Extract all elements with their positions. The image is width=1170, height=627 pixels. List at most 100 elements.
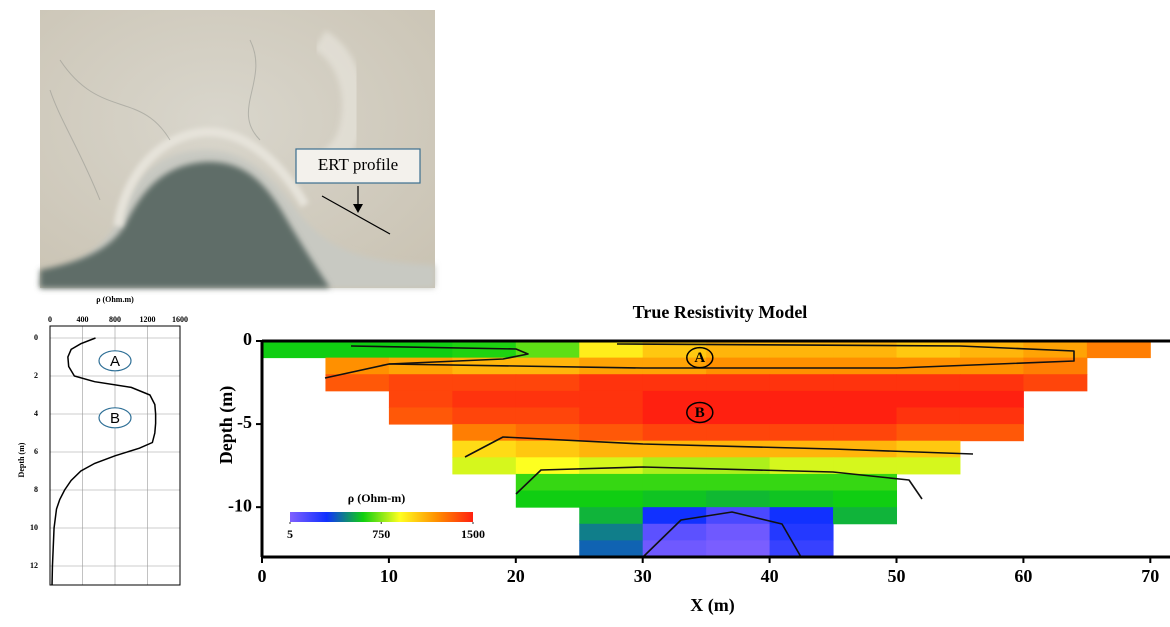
x-tick-label: 20 <box>507 566 525 586</box>
x-tick-label: 400 <box>77 315 89 324</box>
heatmap-cell <box>643 457 707 474</box>
y-tick-label: 2 <box>34 371 38 380</box>
x-tick-label: 50 <box>888 566 906 586</box>
heatmap-cell <box>579 540 643 557</box>
heatmap-cell <box>452 441 516 458</box>
heatmap-cell <box>706 491 770 508</box>
heatmap-cell <box>579 491 643 508</box>
satellite-image: ERT profile <box>40 10 435 288</box>
heatmap-cell <box>897 407 961 424</box>
heatmap-cell <box>706 358 770 375</box>
heatmap-cell <box>833 424 897 441</box>
heatmap-cell <box>960 407 1024 424</box>
heatmap-cell <box>706 441 770 458</box>
heatmap-cell <box>960 424 1024 441</box>
heatmap-cell <box>770 540 834 557</box>
heatmap-cell <box>516 374 580 391</box>
heatmap-cell <box>833 507 897 524</box>
heatmap-cell <box>706 507 770 524</box>
heatmap-cell <box>452 374 516 391</box>
heatmap-cell <box>516 407 580 424</box>
x-tick-label: 70 <box>1141 566 1159 586</box>
heatmap-cell <box>706 524 770 541</box>
annotation: B <box>695 405 705 421</box>
heatmap-cell <box>833 391 897 408</box>
x-tick-label: 0 <box>48 315 52 324</box>
heatmap-cell <box>706 474 770 491</box>
heatmap-cell <box>706 341 770 358</box>
colorbar <box>290 512 473 522</box>
y-tick-label: 12 <box>30 561 38 570</box>
heatmap-cell <box>516 441 580 458</box>
heatmap-cell <box>706 391 770 408</box>
annotation: B <box>110 410 120 427</box>
heatmap-cell <box>1087 341 1151 358</box>
x-tick-label: 1200 <box>140 315 156 324</box>
heatmap-cell <box>643 424 707 441</box>
heatmap-cell <box>833 358 897 375</box>
heatmap-cell <box>452 424 516 441</box>
y-tick-label: 4 <box>34 409 38 418</box>
y-tick-label: 6 <box>34 447 38 456</box>
heatmap-cell <box>643 374 707 391</box>
heatmap-cell <box>706 457 770 474</box>
y-tick-label: 0 <box>34 333 38 342</box>
heatmap-cell <box>833 407 897 424</box>
heatmap-cell <box>389 374 453 391</box>
heatmap-cell <box>897 374 961 391</box>
heatmap-cell <box>452 407 516 424</box>
heatmap-cell <box>770 507 834 524</box>
heatmap-cell <box>770 524 834 541</box>
heatmap-cell <box>897 424 961 441</box>
heatmap-cell <box>897 441 961 458</box>
heatmap-cell <box>643 441 707 458</box>
heatmap-cell <box>833 341 897 358</box>
y-axis-label: Depth (m) <box>216 386 237 465</box>
page: ERT profile 040080012001600024681012ρ (O… <box>0 0 1170 627</box>
heatmap-cell <box>706 424 770 441</box>
heatmap-cell <box>579 524 643 541</box>
heatmap-cell <box>579 457 643 474</box>
heatmap-cell <box>389 407 453 424</box>
heatmap-cell <box>325 374 389 391</box>
heatmap-cell <box>516 491 580 508</box>
heatmap-cell <box>579 407 643 424</box>
x-tick-label: 800 <box>109 315 121 324</box>
heatmap-cell <box>960 374 1024 391</box>
colorbar-tick-label: 750 <box>372 527 390 541</box>
heatmap-cell <box>897 341 961 358</box>
heatmap-cell <box>833 474 897 491</box>
heatmap-cell <box>706 374 770 391</box>
annotation: A <box>110 353 120 370</box>
heatmap-cell <box>579 507 643 524</box>
x-tick-label: 0 <box>258 566 267 586</box>
heatmap-cell <box>897 457 961 474</box>
heatmap-cell <box>706 540 770 557</box>
y-axis-label: Depth (m) <box>17 442 26 477</box>
heatmap-cell <box>770 341 834 358</box>
y-tick-label: 10 <box>30 523 38 532</box>
heatmap-cells <box>262 341 1151 558</box>
heatmap-cell <box>706 407 770 424</box>
y-tick-label: -5 <box>237 412 252 432</box>
y-tick-label: 8 <box>34 485 38 494</box>
heatmap-cell <box>770 474 834 491</box>
heatmap-cell <box>643 507 707 524</box>
heatmap-cell <box>389 341 453 358</box>
heatmap-cell <box>833 457 897 474</box>
heatmap-cell <box>452 457 516 474</box>
heatmap-cell <box>770 391 834 408</box>
heatmap-cell <box>770 491 834 508</box>
heatmap-cell <box>770 358 834 375</box>
chart-title: True Resistivity Model <box>633 302 808 322</box>
annotation: A <box>694 350 705 366</box>
heatmap-cell <box>579 474 643 491</box>
heatmap-cell <box>325 341 389 358</box>
x-axis-label: ρ (Ohm.m) <box>96 295 134 304</box>
heatmap-cell <box>770 424 834 441</box>
x-tick-label: 30 <box>634 566 652 586</box>
heatmap-cell <box>897 391 961 408</box>
heatmap-cell <box>262 341 326 358</box>
heatmap-cell <box>579 358 643 375</box>
